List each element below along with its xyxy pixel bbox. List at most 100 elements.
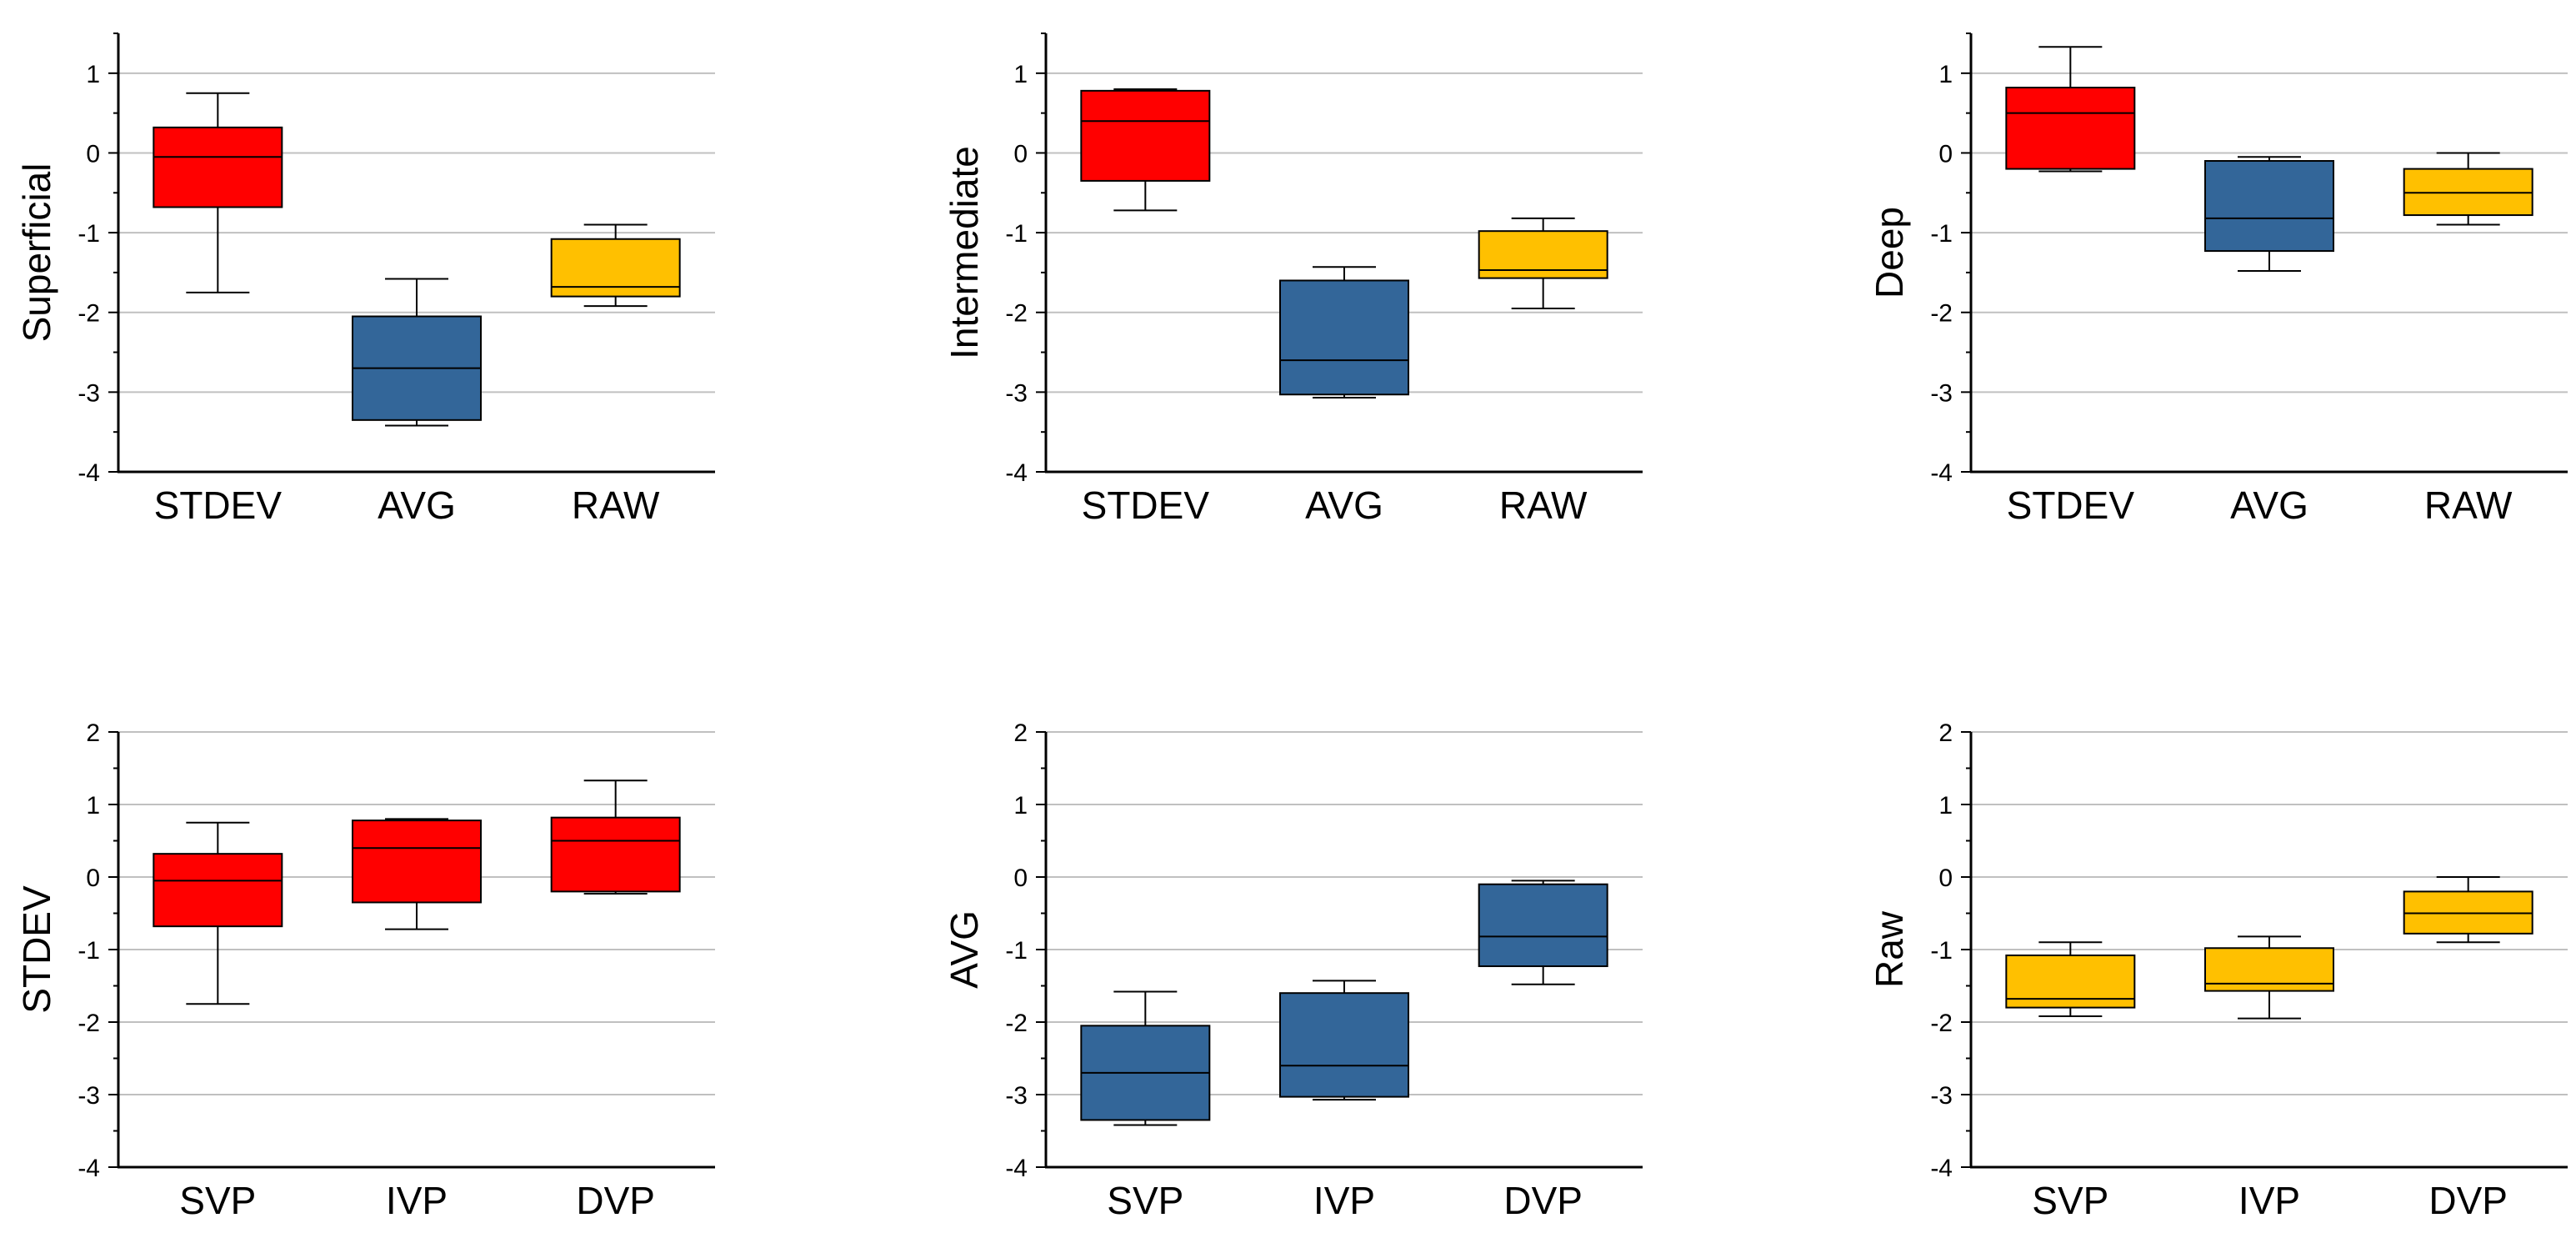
y-tick-label: -3 bbox=[1005, 379, 1028, 407]
box-body bbox=[550, 816, 681, 893]
box-body bbox=[1279, 279, 1409, 396]
chart-panel-3: 1 0 -1 -2 -3 -4 Deep STDEV AVG RAW bbox=[1868, 33, 2568, 527]
box-dvp bbox=[2403, 876, 2533, 944]
x-tick-label: DVP bbox=[576, 1179, 655, 1222]
box-body bbox=[1279, 992, 1409, 1098]
y-axis-title: STDEV bbox=[15, 885, 58, 1014]
x-tick-label: STDEV bbox=[154, 484, 283, 527]
box-stdev bbox=[2005, 46, 2136, 173]
y-tick-label: 1 bbox=[86, 61, 100, 88]
y-tick-label: 2 bbox=[1938, 719, 1953, 747]
x-tick-label: SVP bbox=[2032, 1179, 2108, 1222]
box-raw bbox=[1478, 217, 1608, 309]
y-tick-label: -3 bbox=[78, 379, 100, 407]
y-tick-label: -4 bbox=[1930, 1155, 1953, 1182]
y-tick-label: 2 bbox=[1013, 719, 1028, 747]
y-tick-label: -3 bbox=[78, 1082, 100, 1110]
box-svp bbox=[153, 821, 283, 1005]
chart-panel-4: 2 1 0 -1 -2 -3 -4 STDEV SVP IVP DVP bbox=[15, 719, 715, 1222]
x-tick-label: AVG bbox=[2230, 484, 2308, 527]
x-tick-label: SVP bbox=[1107, 1179, 1183, 1222]
x-tick-label: STDEV bbox=[2007, 484, 2135, 527]
y-tick-label: -2 bbox=[1005, 300, 1028, 328]
y-tick-label: 0 bbox=[1013, 140, 1028, 168]
box-ivp bbox=[2204, 935, 2334, 1020]
y-tick-label: -1 bbox=[1930, 220, 1953, 248]
box-ivp bbox=[1279, 980, 1409, 1101]
x-tick-label: STDEV bbox=[1082, 484, 1210, 527]
box-body bbox=[1478, 230, 1608, 279]
chart-panel-6: 2 1 0 -1 -2 -3 -4 Raw SVP IVP DVP bbox=[1868, 719, 2568, 1222]
box-svp bbox=[2005, 941, 2136, 1018]
box-body bbox=[2204, 947, 2334, 992]
y-tick-label: -2 bbox=[78, 1010, 100, 1037]
box-body bbox=[153, 853, 283, 928]
x-tick-label: RAW bbox=[2424, 484, 2513, 527]
box-avg bbox=[352, 278, 482, 427]
y-tick-label: -2 bbox=[1930, 300, 1953, 328]
x-tick-label: AVG bbox=[1305, 484, 1383, 527]
box-dvp bbox=[1478, 880, 1608, 985]
box-body bbox=[550, 238, 681, 298]
y-tick-label: -1 bbox=[1930, 937, 1953, 965]
box-svp bbox=[1080, 990, 1211, 1126]
y-tick-label: -2 bbox=[1005, 1010, 1028, 1037]
box-ivp bbox=[352, 818, 482, 930]
y-tick-label: -2 bbox=[78, 300, 100, 328]
y-tick-label: 1 bbox=[1938, 61, 1953, 88]
x-tick-label: AVG bbox=[378, 484, 456, 527]
x-tick-label: IVP bbox=[2238, 1179, 2300, 1222]
x-tick-label: RAW bbox=[1499, 484, 1588, 527]
y-axis-title: Deep bbox=[1868, 207, 1911, 298]
y-tick-label: -1 bbox=[1005, 937, 1028, 965]
chart-panel-5: 2 1 0 -1 -2 -3 -4 AVG SVP IVP DVP bbox=[943, 719, 1643, 1222]
y-tick-label: -4 bbox=[1930, 459, 1953, 487]
box-body bbox=[2005, 954, 2136, 1009]
y-tick-label: 0 bbox=[86, 140, 100, 168]
y-tick-label: -4 bbox=[1005, 459, 1028, 487]
x-tick-label: IVP bbox=[1313, 1179, 1375, 1222]
x-tick-label: IVP bbox=[386, 1179, 448, 1222]
box-body bbox=[2005, 87, 2136, 170]
box-body bbox=[2204, 160, 2334, 253]
box-body bbox=[352, 819, 482, 904]
y-tick-label: 0 bbox=[1938, 865, 1953, 892]
y-tick-label: -3 bbox=[1005, 1082, 1028, 1110]
chart-panel-1: 1 0 -1 -2 -3 -4 Superficial STDEV AVG RAW bbox=[15, 33, 715, 527]
box-raw bbox=[550, 223, 681, 308]
box-dvp bbox=[550, 779, 681, 895]
box-avg bbox=[1279, 266, 1409, 399]
y-tick-label: -1 bbox=[1005, 220, 1028, 248]
y-tick-label: -2 bbox=[1930, 1010, 1953, 1037]
x-tick-label: SVP bbox=[179, 1179, 256, 1222]
y-axis-title: Superficial bbox=[15, 163, 58, 343]
box-stdev bbox=[153, 92, 283, 293]
y-tick-label: 1 bbox=[1013, 792, 1028, 819]
box-body bbox=[1478, 883, 1608, 968]
box-body bbox=[1080, 89, 1211, 182]
chart-panel-2: 1 0 -1 -2 -3 -4 Intermediate STDEV AVG RAW bbox=[943, 33, 1643, 527]
y-axis-title: Raw bbox=[1868, 910, 1911, 988]
y-tick-label: 1 bbox=[1013, 61, 1028, 88]
x-tick-label: DVP bbox=[1503, 1179, 1583, 1222]
y-axis-title: AVG bbox=[943, 910, 986, 989]
y-tick-label: 0 bbox=[1013, 865, 1028, 892]
x-tick-label: DVP bbox=[2428, 1179, 2508, 1222]
y-tick-label: 1 bbox=[86, 792, 100, 819]
x-tick-label: RAW bbox=[572, 484, 660, 527]
y-tick-label: -1 bbox=[78, 937, 100, 965]
box-body bbox=[153, 126, 283, 208]
y-tick-label: -4 bbox=[78, 459, 100, 487]
y-tick-label: 2 bbox=[86, 719, 100, 747]
y-axis-title: Intermediate bbox=[943, 146, 986, 359]
y-tick-label: -4 bbox=[78, 1155, 100, 1182]
box-stdev bbox=[1080, 88, 1211, 212]
box-avg bbox=[2204, 156, 2334, 272]
box-raw bbox=[2403, 152, 2533, 226]
y-tick-label: -3 bbox=[1930, 1082, 1953, 1110]
y-tick-label: 0 bbox=[1938, 140, 1953, 168]
y-tick-label: 1 bbox=[1938, 792, 1953, 819]
y-tick-label: -4 bbox=[1005, 1155, 1028, 1182]
y-tick-label: 0 bbox=[86, 865, 100, 892]
